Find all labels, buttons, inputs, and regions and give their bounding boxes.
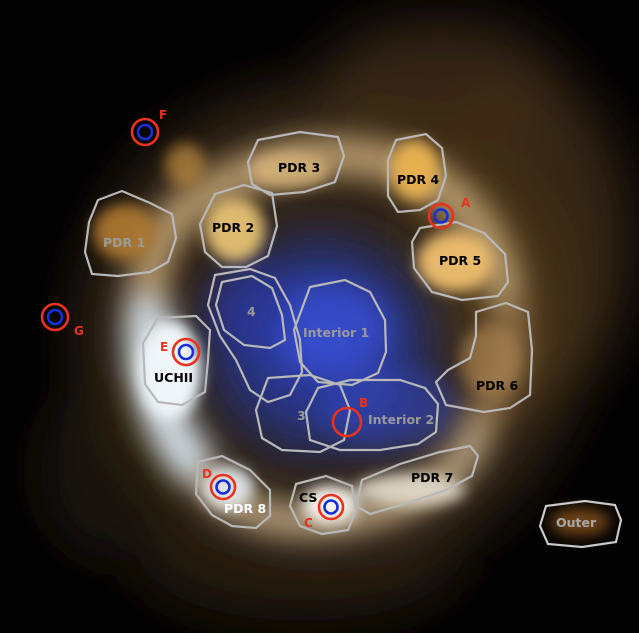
marker-B-label: B	[359, 396, 368, 410]
marker-C-inner-ring	[323, 499, 339, 515]
region-4-inner	[214, 274, 287, 350]
label-interior2: Interior 2	[368, 412, 434, 427]
region-pdr3	[246, 130, 346, 197]
marker-F-inner-ring	[136, 123, 154, 141]
marker-A-inner-ring	[433, 208, 449, 224]
marker-A-label: A	[461, 196, 471, 210]
region-4-outer	[206, 267, 304, 404]
marker-G: G	[40, 302, 84, 338]
region-pdr2	[198, 183, 279, 269]
label-outer: Outer	[556, 515, 597, 530]
label-pdr7: PDR 7	[411, 470, 453, 485]
region-outer	[538, 499, 623, 549]
label-uchii: UCHII	[154, 370, 193, 385]
marker-D-outer-ring	[209, 473, 237, 501]
region-pdr6	[434, 301, 534, 414]
marker-D-label: D	[202, 467, 212, 481]
region-interior1	[292, 278, 388, 387]
marker-D: D	[202, 467, 237, 501]
marker-E-outer-ring	[171, 337, 201, 367]
label-pdr8: PDR 8	[224, 501, 266, 516]
label-4: 4	[247, 304, 256, 319]
label-interior1: Interior 1	[303, 325, 369, 340]
region-pdr1	[83, 189, 178, 278]
region-pdr5	[410, 220, 510, 302]
marker-B-outer-ring	[331, 406, 363, 438]
region-3	[254, 373, 352, 454]
marker-G-label: G	[74, 324, 84, 338]
marker-E-label: E	[160, 340, 168, 354]
blue-cavity	[170, 200, 470, 490]
marker-G-inner-ring	[46, 308, 64, 326]
marker-E-inner-ring	[177, 343, 195, 361]
marker-C-outer-ring	[317, 493, 345, 521]
region-outlines	[83, 130, 623, 549]
marker-A: A	[427, 196, 471, 230]
label-pdr2: PDR 2	[212, 220, 254, 235]
marker-F: F	[130, 108, 167, 147]
label-pdr6: PDR 6	[476, 378, 519, 393]
region-pdr8	[194, 454, 272, 530]
markers: A B C D E F	[40, 108, 471, 530]
marker-C-label: C	[304, 516, 313, 530]
label-pdr5: PDR 5	[439, 253, 481, 268]
marker-C: C	[304, 493, 345, 530]
marker-G-outer-ring	[40, 302, 70, 332]
marker-F-outer-ring	[130, 117, 160, 147]
label-cs: CS	[299, 490, 317, 505]
marker-E: E	[160, 337, 201, 367]
marker-B: B	[331, 396, 368, 438]
region-labels: PDR 1 PDR 2 PDR 3 PDR 4 PDR 5 PDR 6 PDR …	[103, 160, 597, 530]
label-pdr3: PDR 3	[278, 160, 320, 175]
region-pdr7	[354, 444, 480, 516]
label-3: 3	[297, 408, 306, 423]
marker-A-outer-ring	[427, 202, 455, 230]
label-pdr1: PDR 1	[103, 235, 145, 250]
region-cs	[288, 474, 358, 536]
marker-D-inner-ring	[215, 479, 231, 495]
region-uchii	[141, 314, 212, 407]
label-pdr4: PDR 4	[397, 172, 440, 187]
region-pdr4	[386, 132, 448, 214]
region-interior2	[304, 378, 440, 452]
marker-F-label: F	[159, 108, 167, 122]
